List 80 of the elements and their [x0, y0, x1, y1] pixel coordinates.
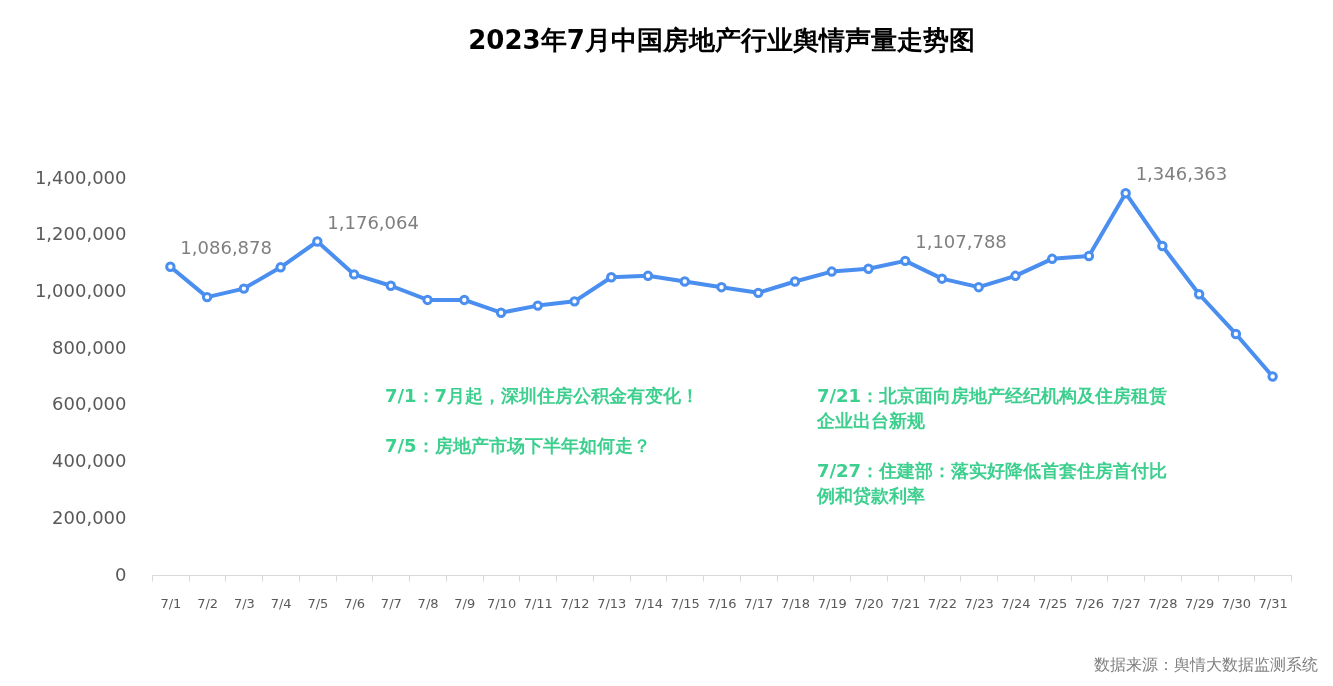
- x-tick-label: 7/1: [160, 595, 182, 611]
- point: [569, 296, 580, 307]
- x-tick-label: 7/23: [964, 595, 994, 611]
- x-tick-label: 7/11: [523, 595, 553, 611]
- point: [275, 262, 286, 273]
- x-tick-label: 7/22: [927, 595, 958, 611]
- y-tick-label: 400,000: [52, 450, 127, 472]
- point: [1230, 328, 1242, 340]
- x-tick-label: 7/28: [1148, 595, 1178, 611]
- y-tick-label: 1,400,000: [34, 166, 127, 188]
- y-tick-label: 0: [115, 563, 127, 585]
- point: [495, 307, 507, 318]
- y-tick-label: 1,200,000: [34, 223, 127, 245]
- x-tick-label: 7/12: [560, 595, 590, 611]
- y-tick-label: 200,000: [52, 506, 127, 528]
- x-tick-label: 7/25: [1038, 595, 1068, 611]
- x-tick-label: 7/18: [780, 595, 811, 611]
- point: [385, 280, 397, 291]
- point: [642, 270, 654, 282]
- x-tick-label: 7/5: [307, 595, 329, 611]
- x-tick-label: 7/10: [486, 595, 517, 611]
- x-tick-label: 7/19: [817, 595, 847, 611]
- x-tick-label: 7/13: [597, 595, 627, 611]
- x-tick-label: 7/16: [707, 595, 737, 611]
- point: [165, 261, 176, 272]
- data-label: 1,176,064: [327, 211, 419, 233]
- point: [1157, 240, 1168, 252]
- x-tick-label: 7/31: [1258, 595, 1288, 611]
- x-tick-label: 7/30: [1221, 595, 1251, 611]
- point: [238, 283, 250, 294]
- x-tick-label: 7/14: [633, 595, 664, 611]
- x-tick-label: 7/20: [854, 595, 884, 611]
- x-tick-label: 7/8: [417, 595, 439, 611]
- point: [863, 263, 874, 274]
- x-tick-label: 7/2: [197, 595, 219, 611]
- x-tick-label: 7/7: [380, 595, 402, 611]
- x-tick-label: 7/21: [891, 595, 921, 611]
- point: [606, 272, 617, 283]
- point: [1120, 188, 1131, 199]
- x-tick-label: 7/4: [270, 595, 292, 611]
- x-tick-label: 7/26: [1074, 595, 1105, 611]
- point: [1083, 250, 1095, 262]
- x-tick-label: 7/6: [344, 595, 366, 611]
- data-label: 1,107,788: [915, 230, 1007, 252]
- x-tick-label: 7/27: [1111, 595, 1141, 611]
- point: [900, 255, 911, 267]
- x-tick-label: 7/15: [670, 595, 700, 611]
- y-tick-label: 800,000: [52, 336, 127, 358]
- point: [459, 294, 470, 306]
- point: [826, 266, 837, 277]
- annotation: 7/1：7月起，深圳住房公积金有变化！: [385, 385, 700, 406]
- x-tick-label: 7/17: [744, 595, 774, 611]
- point: [1267, 371, 1278, 382]
- point: [532, 300, 543, 311]
- annotation: 7/27：住建部：落实好降低首套住房首付比例和贷款利率: [816, 460, 1168, 506]
- x-tick-label: 7/9: [454, 595, 476, 611]
- source-note: 数据来源：舆情大数据监测系统: [1094, 655, 1318, 674]
- data-label: 1,086,878: [180, 236, 272, 258]
- point: [716, 281, 727, 293]
- y-tick-label: 1,000,000: [34, 279, 127, 301]
- annotation: 7/5：房地产市场下半年如何走？: [385, 435, 651, 456]
- x-tick-label: 7/24: [1001, 595, 1031, 611]
- point: [789, 276, 801, 287]
- x-tick-label: 7/3: [233, 595, 255, 611]
- point: [679, 276, 690, 287]
- annotation: 7/21：北京面向房地产经纪机构及住房租赁企业出台新规: [816, 385, 1168, 431]
- x-tick-label: 7/29: [1185, 595, 1215, 611]
- point: [753, 287, 764, 299]
- data-label: 1,346,363: [1135, 163, 1228, 185]
- chart-title: 2023年7月中国房地产行业舆情声量走势图: [468, 25, 975, 56]
- point: [422, 294, 433, 306]
- point: [973, 281, 984, 293]
- point: [1010, 270, 1021, 282]
- point: [312, 236, 323, 247]
- point: [936, 273, 948, 284]
- point: [201, 291, 213, 303]
- point: [1193, 289, 1205, 300]
- point: [1046, 253, 1058, 265]
- point: [348, 269, 360, 280]
- y-tick-label: 600,000: [52, 393, 127, 415]
